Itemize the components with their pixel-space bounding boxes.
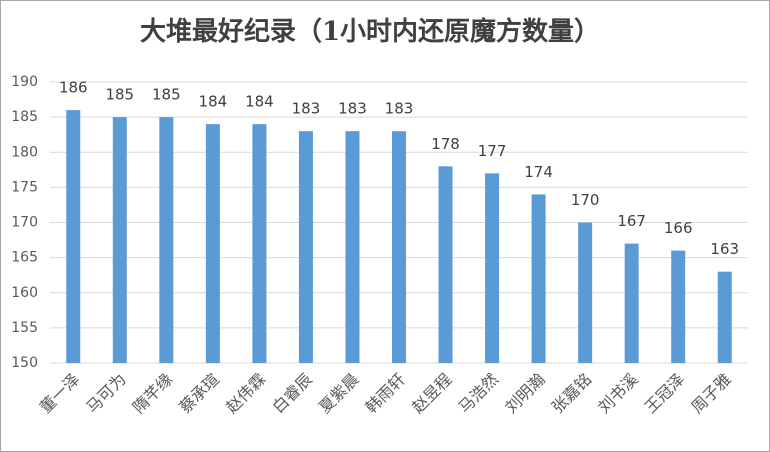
y-tick-label: 170: [11, 215, 38, 231]
bar: [345, 131, 360, 363]
y-tick-label: 150: [11, 355, 38, 371]
data-label: 185: [152, 86, 181, 104]
bar: [298, 131, 313, 363]
bar: [531, 194, 546, 363]
data-label: 177: [478, 142, 507, 160]
bar: [485, 173, 500, 363]
y-tick-label: 155: [11, 320, 38, 336]
data-label: 183: [385, 100, 414, 118]
data-label: 184: [245, 93, 274, 111]
data-label: 174: [524, 163, 553, 181]
y-tick-label: 175: [11, 179, 38, 195]
bar: [205, 124, 220, 364]
data-label: 166: [664, 219, 693, 237]
y-tick-label: 190: [11, 74, 38, 90]
data-label: 167: [617, 212, 646, 230]
data-label: 185: [105, 86, 134, 104]
data-label: 178: [431, 135, 460, 153]
y-tick-label: 165: [11, 250, 38, 266]
bar: [252, 124, 267, 364]
bar: [671, 250, 686, 363]
chart-title: 大堆最好纪录（1小时内还原魔方数量）: [140, 16, 600, 47]
y-tick-label: 185: [11, 109, 38, 125]
bar: [717, 271, 732, 363]
y-tick-label: 160: [11, 285, 38, 301]
bar: [438, 166, 453, 363]
data-label: 163: [710, 240, 739, 258]
bar: [578, 222, 593, 363]
bar: [66, 110, 81, 363]
data-label: 170: [571, 191, 600, 209]
data-label: 184: [199, 93, 228, 111]
bar: [624, 243, 639, 363]
data-label: 186: [59, 79, 88, 97]
bar: [392, 131, 406, 363]
bar: [159, 117, 174, 363]
data-label: 183: [292, 100, 321, 118]
y-tick-label: 180: [11, 144, 38, 160]
data-label: 183: [338, 100, 367, 118]
bar: [112, 117, 127, 363]
